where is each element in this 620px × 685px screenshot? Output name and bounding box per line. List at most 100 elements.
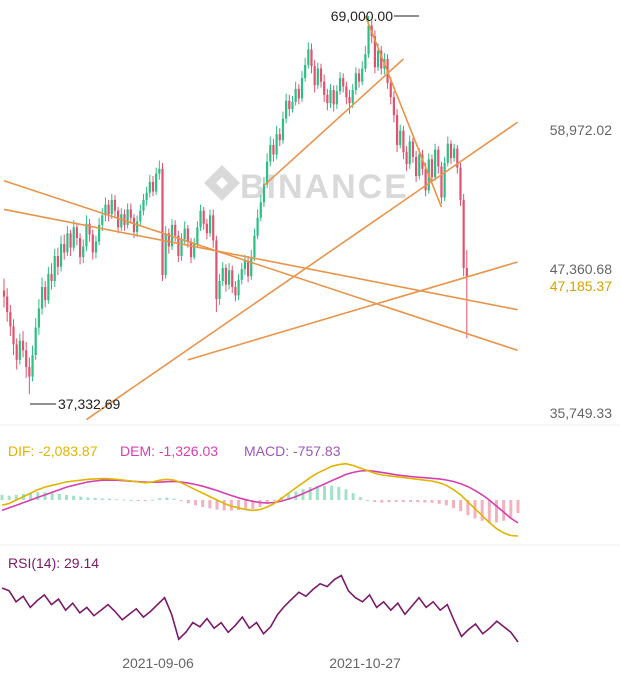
candle-body: [136, 221, 139, 233]
macd-histogram-bar: [516, 500, 520, 514]
candle-body: [456, 148, 459, 168]
candle-body: [15, 344, 18, 360]
macd-histogram-bar: [294, 491, 298, 501]
candle-body: [21, 340, 25, 351]
candle-body: [142, 199, 145, 211]
candle-body: [218, 281, 221, 299]
candle-body: [12, 326, 15, 345]
macd-histogram-bar: [366, 500, 369, 502]
macd-histogram-bar: [308, 487, 312, 501]
candle-body: [205, 223, 208, 234]
candle-body: [101, 215, 104, 225]
candle-body: [47, 273, 50, 301]
candle-body: [411, 141, 415, 157]
candle-body: [72, 227, 75, 248]
candle-body: [91, 234, 94, 253]
macd-histogram-bar: [330, 485, 334, 501]
macd-histogram-bar: [194, 500, 197, 506]
candle-body: [310, 49, 313, 67]
candle-body: [69, 233, 72, 248]
candle-body: [215, 240, 218, 299]
macd-histogram-bar: [416, 500, 420, 503]
candle-body: [424, 168, 427, 191]
macd-histogram-bar: [423, 500, 427, 503]
macd-histogram-bar: [459, 500, 463, 512]
price-axis-label-mid: 47,360.68: [550, 261, 612, 277]
macd-histogram-bar: [487, 500, 491, 523]
candle-body: [88, 223, 91, 235]
candle-body: [272, 144, 275, 155]
macd-histogram-bar: [14, 494, 18, 501]
candle-body: [465, 267, 468, 277]
macd-histogram-bar: [265, 500, 269, 505]
macd-histogram-bar: [165, 497, 169, 501]
candle-body: [240, 269, 243, 280]
macd-histogram-bar: [337, 487, 341, 501]
candle-body: [307, 49, 310, 65]
macd-histogram-bar: [179, 500, 183, 502]
macd-histogram-bar: [100, 498, 104, 501]
macd-histogram-bar: [315, 486, 319, 501]
candle-body: [266, 161, 269, 185]
rsi-label: RSI(14): 29.14: [8, 555, 99, 571]
macd-histogram-bar: [437, 500, 441, 504]
macd-histogram-bar: [351, 493, 355, 501]
candle-body: [304, 64, 307, 79]
candle-body: [78, 238, 82, 258]
macd-histogram-bar: [502, 500, 506, 521]
candle-body: [177, 235, 180, 256]
rsi-indicator: [1, 574, 519, 643]
candle-body: [231, 270, 234, 288]
macd-histogram-bar: [373, 500, 377, 502]
candle-body: [155, 173, 158, 192]
candle-body: [167, 233, 170, 247]
candle-body: [392, 97, 396, 116]
macd-histogram-bar: [208, 500, 212, 509]
candle-body: [28, 367, 31, 377]
macd-histogram-bar: [151, 499, 154, 501]
candle-body: [342, 78, 345, 87]
candle-body: [376, 50, 380, 68]
macd-histogram-bar: [57, 493, 61, 501]
candle-body: [186, 228, 189, 242]
candle-body: [94, 241, 98, 253]
candle-body: [440, 166, 443, 198]
macd-histogram-bar: [301, 489, 305, 501]
candle-body: [408, 141, 411, 165]
candle-body: [291, 101, 294, 110]
candle-body: [126, 209, 129, 225]
candle-body: [145, 192, 148, 200]
macd-histogram-bar: [29, 493, 33, 501]
trendline-group[interactable]: [3, 15, 518, 421]
dif-label: DIF: -2,083.87: [8, 443, 98, 459]
candle-body: [221, 267, 224, 282]
binance-logo-icon: [204, 165, 240, 201]
macd-histogram-bar: [444, 500, 448, 506]
candle-body: [351, 90, 354, 104]
macd-histogram-bar: [215, 500, 219, 510]
candle-body: [300, 78, 304, 99]
macd-histogram-bar: [380, 500, 384, 503]
macd-histogram-bar: [136, 500, 140, 502]
candle-body: [418, 154, 421, 176]
macd-histogram-bar: [287, 494, 291, 501]
macd-histogram-bar: [480, 500, 484, 521]
macd-histogram-bar: [358, 497, 362, 501]
macd-histogram-bar: [86, 497, 90, 501]
candle-body: [237, 279, 240, 296]
macd-histogram-bar: [115, 499, 119, 501]
candle-body: [357, 73, 361, 82]
candle-body: [196, 227, 199, 245]
candle-body: [395, 115, 399, 145]
candle-body: [123, 214, 126, 225]
candle-body: [129, 209, 132, 218]
macd-histogram-bar: [401, 500, 405, 502]
candle-body: [399, 130, 402, 145]
candle-body: [329, 90, 332, 104]
macd-histogram-bar: [43, 492, 47, 501]
candle-body: [462, 199, 465, 268]
macd-histogram-bar: [50, 493, 54, 501]
macd-histogram-bar: [323, 485, 326, 501]
candle-body: [348, 97, 351, 104]
